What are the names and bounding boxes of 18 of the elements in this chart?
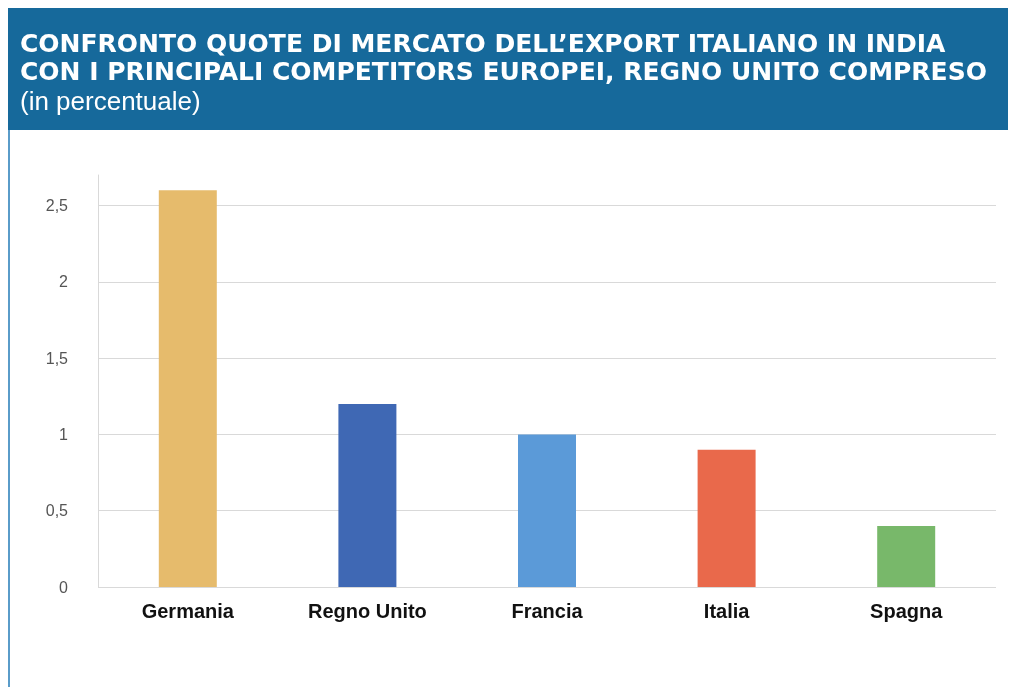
x-tick-label: Spagna [870,600,944,622]
bar [338,403,397,587]
y-tick-label: 2 [59,273,69,291]
bar [877,525,936,587]
y-tick-label: 1,5 [45,349,69,367]
bar [697,449,756,587]
chart-subtitle: (in percentuale) [20,86,201,116]
y-tick-label: 0,5 [45,502,69,520]
x-tick-label: Regno Unito [307,600,427,622]
chart-title: CONFRONTO QUOTE DI MERCATO DELL’EXPORT ITALIANO IN INDIA CON I PRINCIPALI COMPETITORS EUROPEI, REGNO UNITO COMPRESO [20,29,987,86]
y-tick-label: 1 [59,425,69,443]
x-tick-label: Francia [511,600,584,622]
y-tick-label: 0 [59,578,69,596]
bar [158,190,217,587]
x-tick-label: Germania [141,600,235,622]
y-tick-label: 2,5 [45,197,69,215]
x-tick-label: Italia [703,600,751,622]
bar [518,434,576,587]
